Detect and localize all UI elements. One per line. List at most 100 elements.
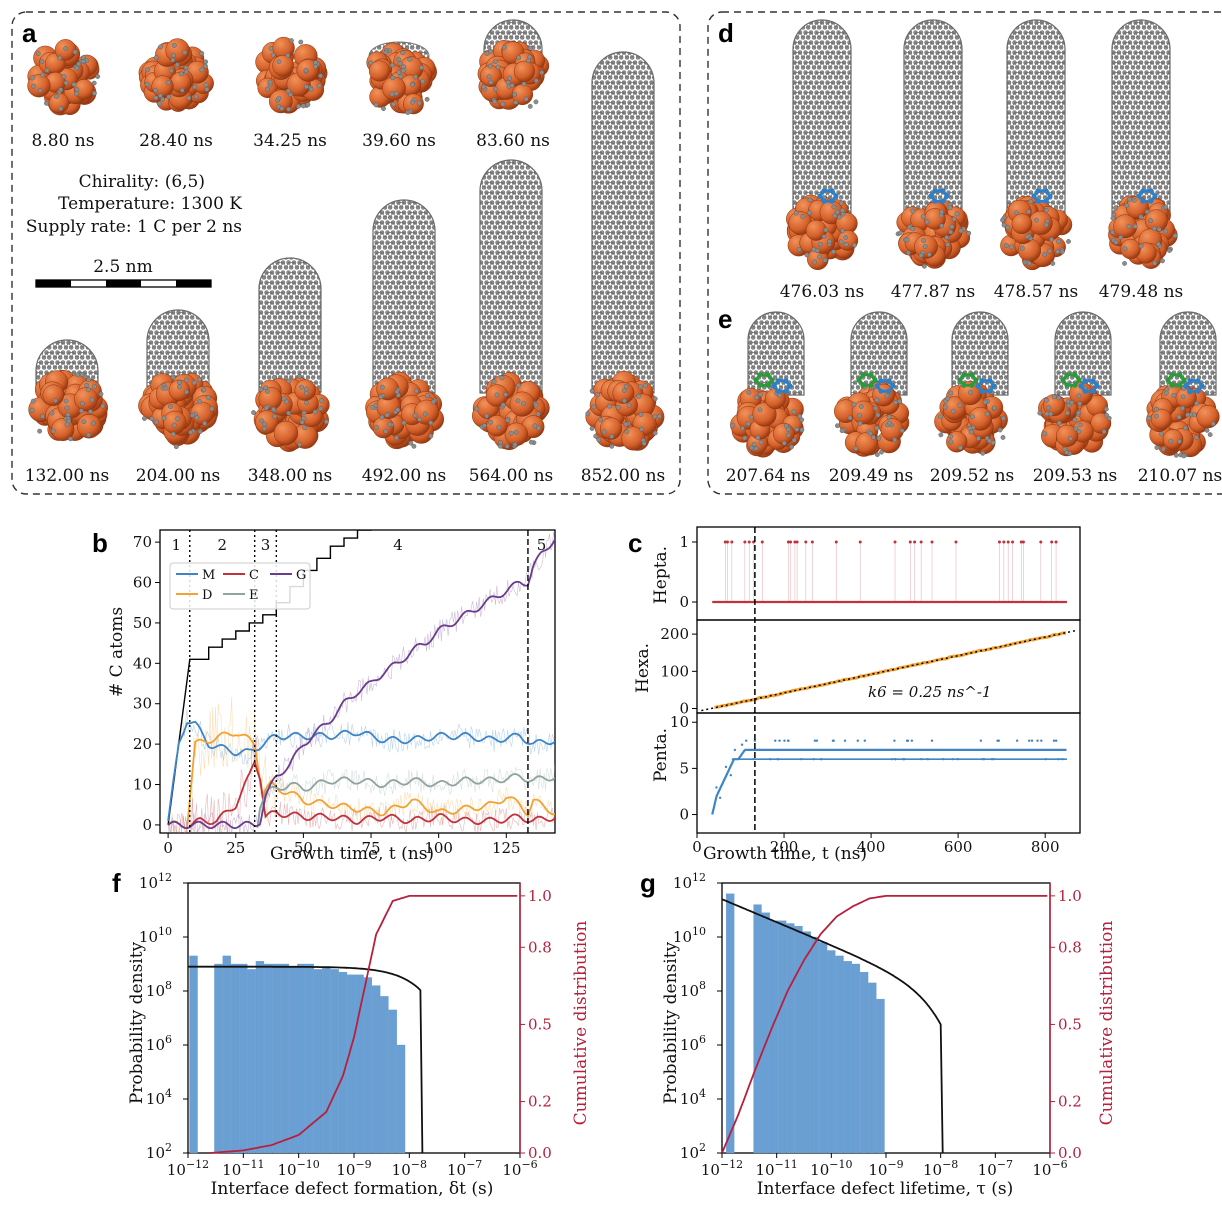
carbon-atom xyxy=(513,429,519,435)
penta-event xyxy=(813,739,817,742)
carbon-atom xyxy=(921,263,927,269)
histogram-bar xyxy=(272,963,281,1154)
carbon-atom xyxy=(754,395,760,400)
carbon-atom xyxy=(276,95,282,101)
carbon-atom xyxy=(623,383,629,389)
carbon-atom xyxy=(1101,429,1107,435)
hepta-event xyxy=(919,540,923,544)
iron-atom xyxy=(599,417,623,440)
carbon-atom xyxy=(394,389,400,395)
y-tick-label: 0 xyxy=(679,593,689,611)
carbon-atom xyxy=(1154,445,1160,450)
histogram-bar xyxy=(371,985,381,1154)
penta-event xyxy=(1036,739,1039,742)
penta-event xyxy=(1044,757,1047,761)
ring-atom xyxy=(1035,188,1041,194)
time-caption: 34.25 ns xyxy=(253,131,327,151)
carbon-atom xyxy=(379,414,385,420)
carbon-atom xyxy=(305,102,311,108)
carbon-atom xyxy=(378,394,384,400)
carbon-atom xyxy=(1132,223,1138,229)
carbon-atom xyxy=(98,391,104,397)
carbon-atom xyxy=(145,67,150,73)
carbon-atom xyxy=(904,237,910,243)
time-caption: 477.87 ns xyxy=(891,282,976,302)
carbon-atom xyxy=(1171,392,1177,398)
chart-c-rings: Growth time, t (ns) Hepta. Hexa. Penta. … xyxy=(633,526,1081,864)
carbon-atom xyxy=(267,79,273,85)
carbon-atom xyxy=(308,87,314,92)
y-tick-label: 20 xyxy=(133,735,152,753)
carbon-atom xyxy=(1138,214,1144,220)
penta-event xyxy=(992,757,995,761)
carbon-atom xyxy=(948,390,954,396)
carbon-atom xyxy=(54,94,59,99)
carbon-atom xyxy=(285,88,291,94)
carbon-atom xyxy=(370,405,376,410)
histogram-bar xyxy=(794,926,803,1154)
carbon-atom xyxy=(174,62,180,68)
hepta-event xyxy=(930,540,934,544)
time-caption: 83.60 ns xyxy=(476,131,550,151)
carbon-atom xyxy=(526,58,531,64)
carbon-atom xyxy=(851,402,857,407)
carbon-atom xyxy=(158,44,163,50)
carbon-atom xyxy=(797,413,803,419)
hexa-fit xyxy=(701,629,1076,712)
y2-tick-label: 1.0 xyxy=(1058,887,1082,905)
y2-tick-label: 1.0 xyxy=(528,887,552,905)
hepta-event xyxy=(795,540,799,544)
hepta-event xyxy=(804,540,808,544)
carbon-atom xyxy=(493,86,498,92)
carbon-atom xyxy=(991,405,997,411)
carbon-atom xyxy=(1163,204,1169,210)
subplot-frame xyxy=(696,712,1081,834)
carbon-atom xyxy=(492,59,498,65)
carbon-nanotube xyxy=(1006,19,1066,216)
carbon-atom xyxy=(1077,401,1083,407)
carbon-atom xyxy=(1072,417,1078,423)
iron-atom xyxy=(1120,238,1141,260)
pentagon-defect xyxy=(1078,378,1100,394)
penta-event xyxy=(783,739,786,742)
carbon-atom xyxy=(301,415,307,421)
carbon-atom xyxy=(75,372,81,377)
carbon-atom xyxy=(807,210,812,216)
carbon-atom xyxy=(302,425,308,431)
carbon-atom xyxy=(874,452,880,457)
carbon-atom xyxy=(29,407,35,413)
penta-event xyxy=(733,748,737,752)
y-tick-label: 102 xyxy=(146,1141,172,1162)
pentagon-defect xyxy=(874,378,896,394)
ring-atom xyxy=(973,377,979,383)
carbon-atom xyxy=(303,67,309,73)
ring-atom xyxy=(1082,378,1088,384)
carbon-atom xyxy=(186,95,192,101)
carbon-nanotube xyxy=(479,159,543,394)
penta-data xyxy=(711,748,1067,815)
temperature-text: Temperature: 1300 K xyxy=(58,194,242,214)
ring-atom xyxy=(868,382,874,388)
penta-event xyxy=(990,757,994,761)
hepta-event xyxy=(1002,540,1006,544)
frame-a xyxy=(11,11,681,495)
y-tick-label: 1010 xyxy=(139,925,172,946)
carbon-atom xyxy=(191,380,197,386)
carbon-atom xyxy=(183,65,189,71)
histogram-bar xyxy=(264,963,273,1154)
histogram-bar xyxy=(769,920,779,1154)
penta-event xyxy=(905,739,909,742)
legend-entry-D: D xyxy=(202,588,212,603)
ring-atom xyxy=(787,383,793,389)
carbon-atom xyxy=(304,400,310,406)
carbon-atom xyxy=(601,429,607,435)
carbon-atom xyxy=(753,446,759,451)
hepta-event xyxy=(760,540,764,544)
heptagon-defect xyxy=(1165,372,1187,388)
x-tick-label: 400 xyxy=(857,838,886,856)
iron-particle xyxy=(786,194,859,271)
carbon-atom xyxy=(1127,196,1132,202)
carbon-atom xyxy=(298,39,304,45)
carbon-atom xyxy=(484,413,490,419)
carbon-atom xyxy=(1064,449,1070,455)
